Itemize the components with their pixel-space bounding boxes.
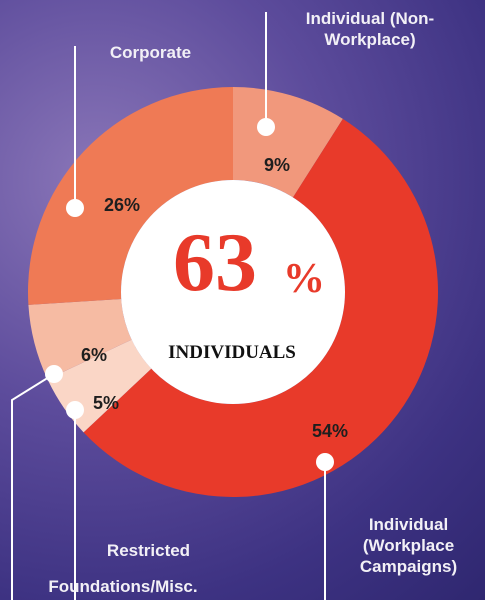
category-label: Corporate [88,42,213,63]
percent-label: 26% [104,195,140,215]
percent-label: 6% [81,345,107,365]
category-label: Restricted [86,540,211,561]
infographic: 63 % INDIVIDUALS 9% 54% 5% 6% 26% Individual… [0,0,485,600]
category-label: Individual (Non-Workplace) [270,8,470,50]
category-label: Foundations/Misc. [18,576,228,597]
callout-dot [45,365,63,383]
center-symbol: % [283,256,325,302]
callout-dot [257,118,275,136]
percent-label: 54% [312,421,348,441]
percent-label: 5% [93,393,119,413]
callout-dot [66,199,84,217]
category-label: Individual (Workplace Campaigns) [336,514,481,577]
center-label: INDIVIDUALS [168,342,296,363]
callout-dot [66,401,84,419]
donut-chart: 63 % INDIVIDUALS 9% 54% 5% 6% 26% [0,0,485,600]
center-value: 63 [173,216,257,309]
callout-dot [316,453,334,471]
callout-line [12,374,54,600]
percent-label: 9% [264,155,290,175]
